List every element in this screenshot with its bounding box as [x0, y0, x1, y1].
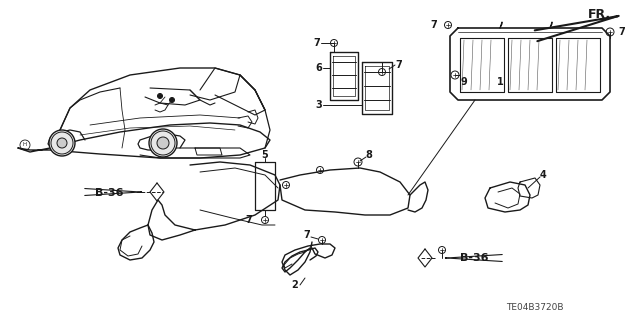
Circle shape [149, 129, 177, 157]
Text: 4: 4 [540, 170, 547, 180]
Text: FR.: FR. [588, 9, 611, 21]
Text: B-36: B-36 [460, 253, 488, 263]
Text: 7: 7 [618, 27, 625, 37]
Text: B-36: B-36 [95, 188, 124, 198]
Text: 3: 3 [316, 100, 322, 110]
Text: 6: 6 [316, 63, 322, 73]
Circle shape [57, 138, 67, 148]
Circle shape [49, 130, 75, 156]
Circle shape [157, 93, 163, 99]
Text: 7: 7 [430, 20, 437, 30]
Text: 2: 2 [291, 280, 298, 290]
Text: 7: 7 [303, 230, 310, 240]
Text: H: H [23, 143, 27, 147]
Text: 1: 1 [497, 77, 504, 87]
Text: 5: 5 [262, 150, 268, 160]
Text: 9: 9 [461, 77, 467, 87]
Text: 7: 7 [395, 60, 402, 70]
Circle shape [170, 98, 175, 102]
Text: 8: 8 [365, 150, 372, 160]
Text: 7: 7 [245, 215, 252, 225]
Text: 7: 7 [313, 38, 320, 48]
Text: TE04B3720B: TE04B3720B [506, 303, 564, 313]
Circle shape [157, 137, 169, 149]
